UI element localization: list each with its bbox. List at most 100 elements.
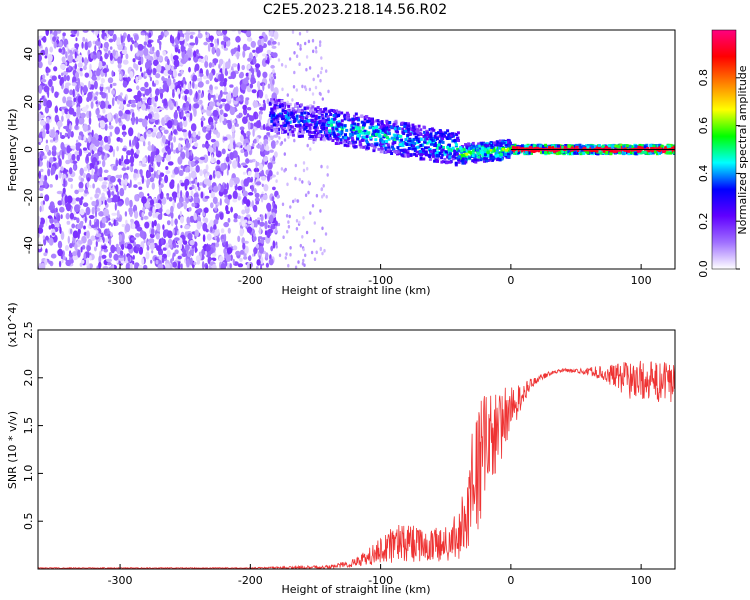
heat-cell — [219, 114, 222, 123]
heat-cell — [227, 217, 231, 223]
heat-cell — [474, 158, 478, 162]
heat-cell — [163, 98, 168, 106]
heat-cell — [664, 151, 668, 155]
heat-cell — [476, 152, 480, 155]
heat-cell — [65, 259, 72, 267]
heat-cell — [229, 84, 234, 88]
heat-cell — [46, 160, 50, 169]
heat-cell — [270, 245, 274, 252]
heat-cell — [110, 223, 113, 227]
heat-cell — [254, 219, 258, 228]
heat-cell — [320, 66, 323, 71]
heat-cell — [113, 219, 116, 227]
heat-cell — [262, 71, 268, 79]
heat-cell — [48, 260, 52, 265]
heat-cell — [85, 257, 90, 266]
heat-cell — [206, 105, 213, 111]
heat-cell — [379, 150, 383, 154]
heat-cell — [486, 150, 490, 154]
heat-cell — [116, 209, 120, 219]
heat-cell — [511, 146, 515, 149]
heat-cell — [144, 35, 148, 42]
heat-cell — [468, 156, 472, 160]
heat-cell — [569, 152, 573, 156]
heat-cell — [321, 226, 324, 231]
heat-cell — [317, 74, 320, 78]
heat-cell — [154, 157, 156, 162]
heat-cell — [213, 219, 219, 225]
heat-cell — [304, 116, 308, 120]
heat-cell — [237, 62, 240, 72]
heat-cell — [219, 109, 224, 116]
heat-cell — [309, 104, 313, 108]
heat-cell — [399, 134, 403, 138]
heat-cell — [290, 111, 294, 115]
heat-cell — [90, 235, 96, 241]
heat-cell — [409, 132, 413, 136]
heat-cell — [361, 126, 365, 130]
heat-cell — [95, 30, 99, 37]
heat-cell — [590, 149, 594, 153]
heat-cell — [78, 135, 82, 141]
heat-cell — [495, 151, 499, 155]
heat-cell — [327, 133, 330, 137]
heat-cell — [95, 209, 97, 218]
heat-cell — [607, 144, 611, 148]
heat-cell — [169, 181, 175, 189]
heat-cell — [285, 252, 288, 256]
heat-cell — [207, 43, 211, 52]
heat-cell — [246, 144, 252, 152]
heat-cell — [236, 142, 243, 146]
heat-cell — [472, 146, 476, 150]
heat-cell — [132, 58, 136, 63]
heat-cell — [307, 119, 311, 123]
colorbar-ticks: 0.00.20.40.60.8 — [697, 69, 740, 278]
heat-cell — [187, 82, 191, 91]
heat-cell — [92, 146, 97, 151]
heat-cell — [226, 247, 233, 255]
heat-cell — [307, 180, 310, 184]
heat-cell — [97, 30, 100, 34]
heat-cell — [348, 118, 352, 122]
heat-cell — [551, 146, 555, 150]
heat-cell — [336, 141, 340, 145]
heat-cell — [393, 138, 397, 142]
heat-cell — [278, 105, 282, 109]
heat-cell — [163, 129, 169, 135]
heat-cell — [447, 143, 451, 147]
heat-cell — [222, 102, 226, 107]
heat-cell — [109, 237, 112, 246]
heat-cell — [272, 98, 275, 102]
heat-cell — [351, 126, 355, 130]
heat-cell — [265, 59, 270, 64]
heat-cell — [179, 210, 182, 217]
heat-cell — [115, 243, 119, 248]
heat-cell — [277, 41, 280, 46]
heat-cell — [130, 99, 137, 104]
heat-cell — [382, 135, 386, 139]
heat-cell — [264, 230, 268, 236]
heat-cell — [309, 123, 313, 127]
heat-cell — [422, 125, 426, 129]
heat-cell — [499, 142, 503, 146]
heat-cell — [136, 85, 140, 91]
heat-cell — [314, 85, 318, 90]
heat-cell — [446, 129, 450, 133]
heat-cell — [371, 132, 375, 136]
heat-cell — [114, 126, 120, 135]
heat-cell — [534, 144, 538, 148]
heat-cell — [205, 265, 209, 269]
heat-cell — [254, 52, 258, 58]
heat-cell — [153, 219, 157, 227]
heat-cell — [177, 80, 182, 86]
heat-cell — [178, 137, 184, 141]
heat-cell — [312, 140, 315, 144]
heat-cell — [147, 129, 152, 135]
heat-cell — [250, 178, 253, 183]
heat-cell — [309, 211, 312, 215]
heat-cell — [229, 263, 232, 269]
heat-cell — [375, 133, 378, 136]
heat-cell — [130, 218, 134, 223]
heat-cell — [443, 157, 447, 161]
heat-cell — [129, 199, 133, 208]
